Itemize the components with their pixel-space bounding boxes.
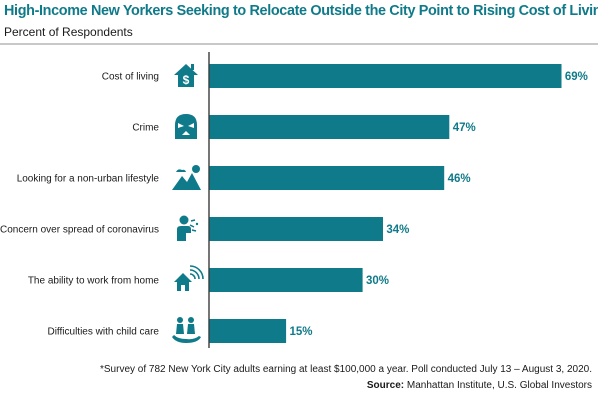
bar xyxy=(209,319,287,343)
bar xyxy=(209,64,562,88)
data-label: 15% xyxy=(290,326,313,338)
category-label: Concern over spread of coronavirus xyxy=(0,225,159,236)
house-wifi-icon xyxy=(174,265,204,291)
category-label: Cost of living xyxy=(102,72,159,83)
source-text: Manhattan Institute, U.S. Global Investo… xyxy=(406,380,592,391)
bar xyxy=(209,115,450,139)
data-label: 34% xyxy=(386,224,409,236)
bar-chart: Cost of living $69% Crime 47% Looking for a … xyxy=(0,52,588,348)
category-label: Difficulties with child care xyxy=(47,327,159,338)
svg-text:$: $ xyxy=(183,73,190,87)
category-label: The ability to work from home xyxy=(28,276,160,287)
bar xyxy=(209,217,383,241)
data-label: 47% xyxy=(453,122,476,134)
bar xyxy=(209,268,363,292)
chart-subtitle: Percent of Respondents xyxy=(4,25,133,39)
bar xyxy=(209,166,445,190)
chart-title: High-Income New Yorkers Seeking to Reloc… xyxy=(4,3,598,19)
category-label: Looking for a non-urban lifestyle xyxy=(17,174,160,185)
source-note: Source: Manhattan Institute, U.S. Global… xyxy=(367,380,592,391)
family-hand-icon xyxy=(172,317,201,343)
data-label: 69% xyxy=(565,71,588,83)
masked-burglar-icon xyxy=(175,114,197,139)
source-label: Source: xyxy=(366,380,405,391)
data-label: 30% xyxy=(366,275,389,287)
mountains-sun-icon xyxy=(172,165,201,190)
title-divider xyxy=(0,43,598,45)
category-label: Crime xyxy=(132,123,159,134)
person-coughing-icon xyxy=(177,215,199,241)
house-dollar-icon: $ xyxy=(174,64,198,87)
footnote: *Survey of 782 New York City adults earn… xyxy=(100,364,592,375)
data-label: 46% xyxy=(448,173,471,185)
